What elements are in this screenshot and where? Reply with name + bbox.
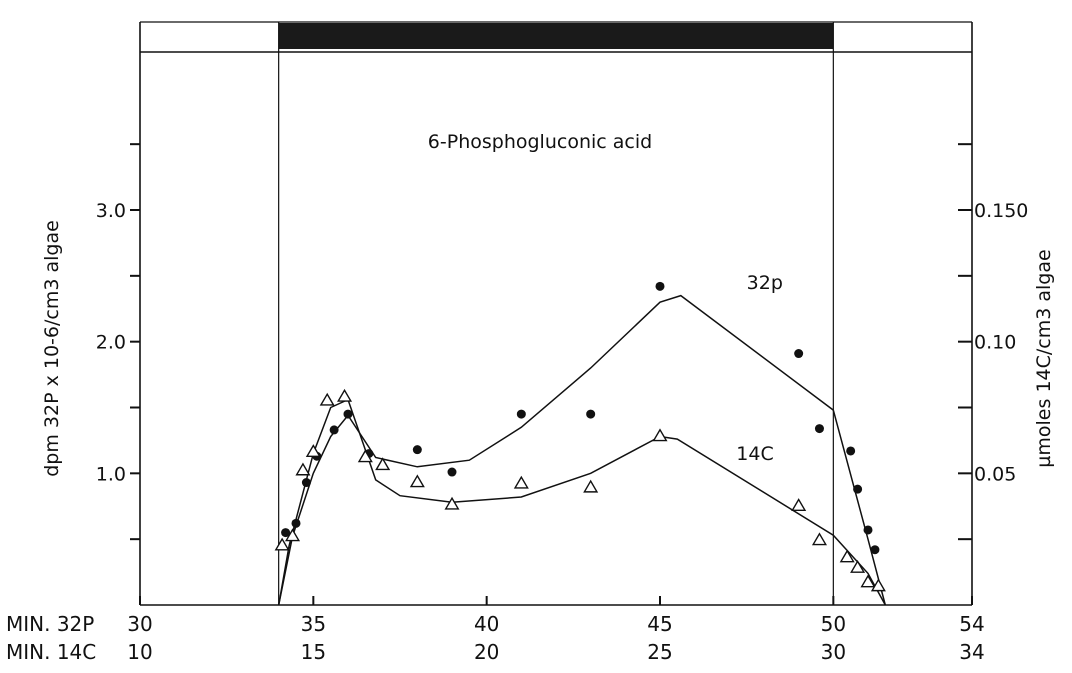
- y-right-tick-label: 0.05: [974, 463, 1016, 485]
- dark-period-bar: [278, 23, 834, 49]
- data-point-32p: [814, 424, 824, 434]
- x-row1-label: MIN. 32P: [6, 612, 94, 636]
- y-axis-right-title: µmoles 14C/cm3 algae: [1033, 249, 1055, 467]
- data-point-32p: [447, 467, 457, 477]
- x-row2-tick-label: 25: [647, 640, 672, 664]
- x-row1-tick-label: 50: [821, 612, 846, 636]
- data-point-14c: [357, 449, 373, 463]
- x-row1-tick-label: 35: [301, 612, 326, 636]
- x-row2-tick-label: 34: [959, 640, 984, 664]
- data-point-14c: [285, 528, 301, 542]
- data-point-14c: [337, 388, 353, 402]
- data-point-14c: [811, 532, 827, 546]
- data-point-32p: [853, 484, 863, 494]
- chart-labels: 1.0 2.0 3.0 0.05 0.10 0.150 30 35 40 45 50 54 10 15 20…: [6, 131, 1055, 664]
- data-point-14c: [791, 498, 807, 511]
- y-left-tick-label: 2.0: [96, 332, 126, 354]
- data-point-14c: [319, 392, 335, 406]
- data-point-14c: [444, 496, 460, 510]
- data-point-32p: [516, 409, 526, 419]
- x-row1-tick-label: 40: [474, 612, 499, 636]
- series-annotation-32p: 32p: [747, 272, 783, 294]
- data-point-32p: [846, 446, 856, 456]
- y-left-tick-label: 3.0: [96, 200, 126, 222]
- y-axis-left-title: dpm 32P x 10-6/cm3 algae: [41, 220, 63, 477]
- data-point-32p: [794, 349, 804, 359]
- data-point-32p: [586, 409, 596, 419]
- data-point-32p: [412, 445, 422, 455]
- data-point-32p: [870, 545, 880, 555]
- x-row1-tick-label: 30: [127, 612, 152, 636]
- data-point-14c: [860, 574, 876, 588]
- x-row2-tick-label: 20: [474, 640, 499, 664]
- data-point-14c: [409, 474, 425, 488]
- series-line-14c: [277, 398, 886, 606]
- data-point-14c: [850, 559, 866, 573]
- x-row2-tick-label: 30: [821, 640, 846, 664]
- data-point-14c: [513, 475, 529, 489]
- data-point-14c: [870, 578, 886, 592]
- data-point-32p: [863, 525, 873, 535]
- series-line-32p: [277, 294, 887, 606]
- data-point-14c: [295, 462, 311, 476]
- chart-title: 6-Phosphogluconic acid: [428, 131, 652, 153]
- data-point-14c: [274, 537, 290, 551]
- data-point-32p: [655, 281, 665, 291]
- x-row2-label: MIN. 14C: [6, 640, 96, 664]
- chart-frame: [130, 21, 973, 606]
- data-point-14c: [305, 444, 321, 458]
- data-point-32p: [281, 528, 291, 538]
- data-point-14c: [375, 457, 391, 471]
- x-row2-tick-label: 10: [127, 640, 152, 664]
- data-point-14c: [652, 428, 668, 442]
- data-point-32p: [343, 409, 353, 419]
- data-point-32p: [329, 425, 339, 435]
- data-point-14c: [583, 479, 599, 493]
- y-right-tick-label: 0.10: [974, 332, 1016, 354]
- x-row2-tick-label: 15: [301, 640, 326, 664]
- series-annotation-14c: 14C: [736, 443, 773, 465]
- y-left-tick-label: 1.0: [96, 463, 126, 485]
- y-right-tick-label: 0.150: [974, 200, 1028, 222]
- x-row1-tick-label: 54: [959, 612, 984, 636]
- x-row1-tick-label: 45: [647, 612, 672, 636]
- chart-marks: [274, 281, 887, 606]
- data-point-14c: [839, 549, 855, 563]
